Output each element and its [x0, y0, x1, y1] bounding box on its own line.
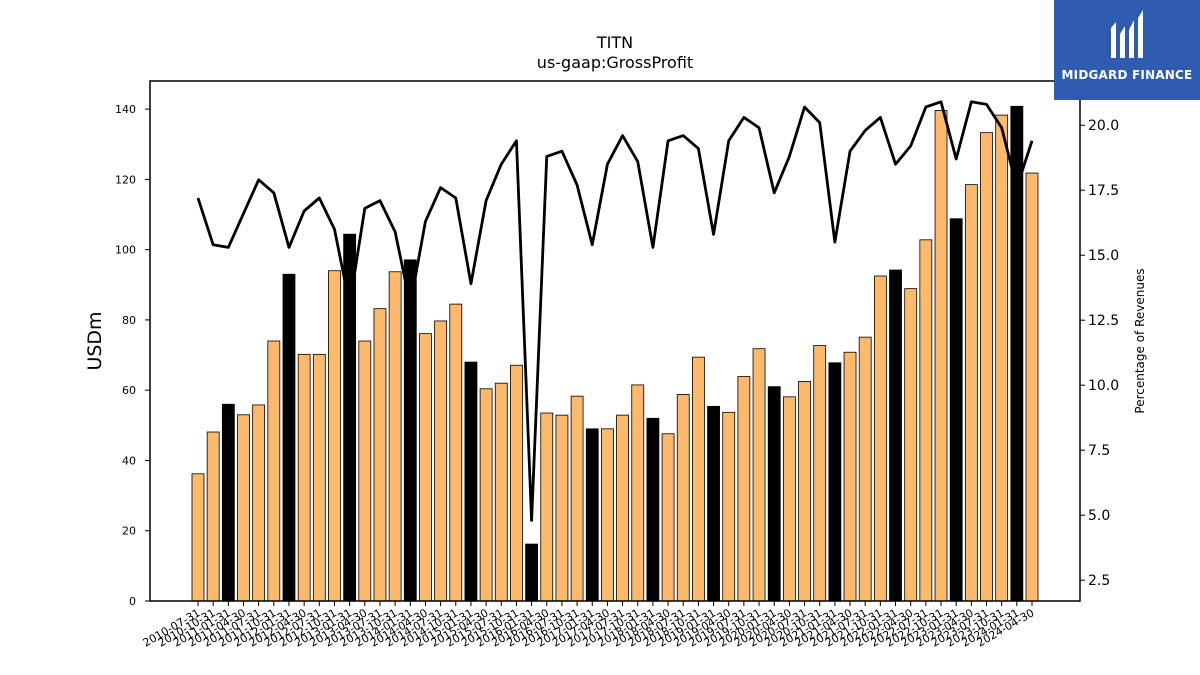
bar-2020-04-30 [782, 396, 796, 602]
bar-2022-04-30 [904, 288, 918, 602]
bar-2015-10-31 [510, 364, 523, 602]
bar-2020-01-31 [767, 386, 781, 602]
bar-2016-07-31 [555, 414, 569, 602]
bar-2018-04-30 [661, 433, 675, 602]
plot-frame [149, 80, 1081, 602]
bar-2011-10-31 [267, 340, 281, 602]
bar-2017-04-30 [601, 428, 614, 602]
brand-logo: MIDGARD FINANCE [1054, 0, 1200, 100]
bar-2018-10-31 [692, 356, 705, 602]
left-axis: 0 20 40 60 80 100 120 140 [115, 103, 150, 608]
bar-2022-01-31 [889, 269, 902, 602]
bar-2018-01-31 [646, 417, 660, 602]
right-tick-label-20: 20.0 [1088, 118, 1119, 134]
bar-2014-04-30 [419, 333, 432, 602]
bar-2018-07-31 [676, 394, 690, 602]
right-tick-label-5: 5.0 [1088, 508, 1110, 524]
bar-2021-07-31 [858, 336, 872, 602]
bar-2011-01-31 [221, 403, 235, 602]
bar-2023-07-31 [980, 132, 993, 602]
bar-2014-07-31 [434, 320, 448, 602]
bar-2023-01-31 [949, 218, 963, 602]
left-tick-label-20: 20 [122, 525, 136, 538]
right-tick-label-2.5: 2.5 [1088, 573, 1110, 589]
bar-2019-10-31 [752, 348, 766, 602]
brand-name: MIDGARD FINANCE [1061, 68, 1193, 82]
bar-2021-01-31 [828, 362, 842, 602]
bar-2011-04-30 [237, 414, 250, 602]
bar-2019-07-31 [737, 376, 751, 602]
right-y-axis-label: Percentage of Revenues [1133, 268, 1147, 413]
bar-2022-10-31 [934, 110, 948, 602]
right-tick-label-12.5: 12.5 [1088, 313, 1119, 329]
bar-2024-01-31 [1010, 105, 1024, 602]
bar-2012-07-31 [312, 353, 326, 602]
percentage-line [196, 100, 1034, 522]
bar-2024-04-30 [1025, 172, 1039, 602]
bar-2016-10-31 [570, 395, 584, 602]
x-axis: 2010-07-312010-10-312011-01-312011-04-30… [141, 601, 1037, 650]
bar-2019-04-30 [722, 411, 736, 602]
chart-subtitle: us-gaap:GrossProfit [537, 53, 693, 72]
bar-2013-10-31 [388, 271, 402, 602]
bar-2015-01-31 [464, 361, 478, 602]
right-axis: 2.5 5.0 7.5 10.0 12.5 15.0 17.5 20.0 [1080, 118, 1119, 589]
bar-2010-10-31 [206, 431, 220, 602]
bar-2012-10-31 [328, 270, 341, 602]
percentage-line-series [196, 100, 1034, 522]
bar-2023-10-31 [995, 114, 1009, 602]
bar-2013-07-31 [373, 308, 387, 602]
bar-2020-07-31 [798, 381, 811, 602]
bar-2015-04-30 [479, 388, 493, 602]
bar-2013-04-30 [358, 340, 372, 602]
right-tick-label-17.5: 17.5 [1088, 183, 1119, 199]
bar-2011-07-31 [252, 404, 266, 602]
bar-2019-01-31 [707, 405, 720, 602]
right-tick-label-10: 10.0 [1088, 378, 1119, 394]
chart-title: TITN [596, 33, 633, 52]
bar-2020-10-31 [813, 345, 827, 602]
left-tick-label-60: 60 [122, 384, 136, 397]
bar-2017-01-31 [585, 428, 599, 602]
left-tick-label-140: 140 [115, 103, 136, 116]
left-tick-label-120: 120 [115, 173, 136, 186]
bar-2014-10-31 [449, 303, 463, 602]
left-tick-label-80: 80 [122, 314, 136, 327]
y-axis-label: USDm [84, 311, 106, 370]
left-tick-label-0: 0 [129, 595, 136, 608]
bar-2017-07-31 [616, 414, 629, 602]
bar-2023-04-30 [964, 184, 978, 602]
bar-2012-04-30 [297, 353, 311, 602]
bar-2022-07-31 [919, 239, 933, 602]
left-tick-label-40: 40 [122, 454, 136, 467]
bar-2010-07-31 [191, 473, 205, 602]
bar-series [191, 105, 1039, 602]
bar-2012-01-31 [282, 273, 296, 602]
right-tick-label-15: 15.0 [1088, 248, 1119, 264]
bar-2017-10-31 [631, 384, 645, 602]
bar-2015-07-31 [494, 382, 508, 602]
left-tick-label-100: 100 [115, 244, 136, 257]
bar-2014-01-31 [403, 259, 417, 602]
logo-icon [1111, 10, 1143, 58]
bar-2021-04-30 [843, 351, 857, 602]
bar-2016-04-30 [540, 412, 554, 602]
bar-2021-10-31 [873, 275, 887, 602]
right-tick-label-7.5: 7.5 [1088, 443, 1110, 459]
bar-2016-01-31 [525, 543, 538, 602]
